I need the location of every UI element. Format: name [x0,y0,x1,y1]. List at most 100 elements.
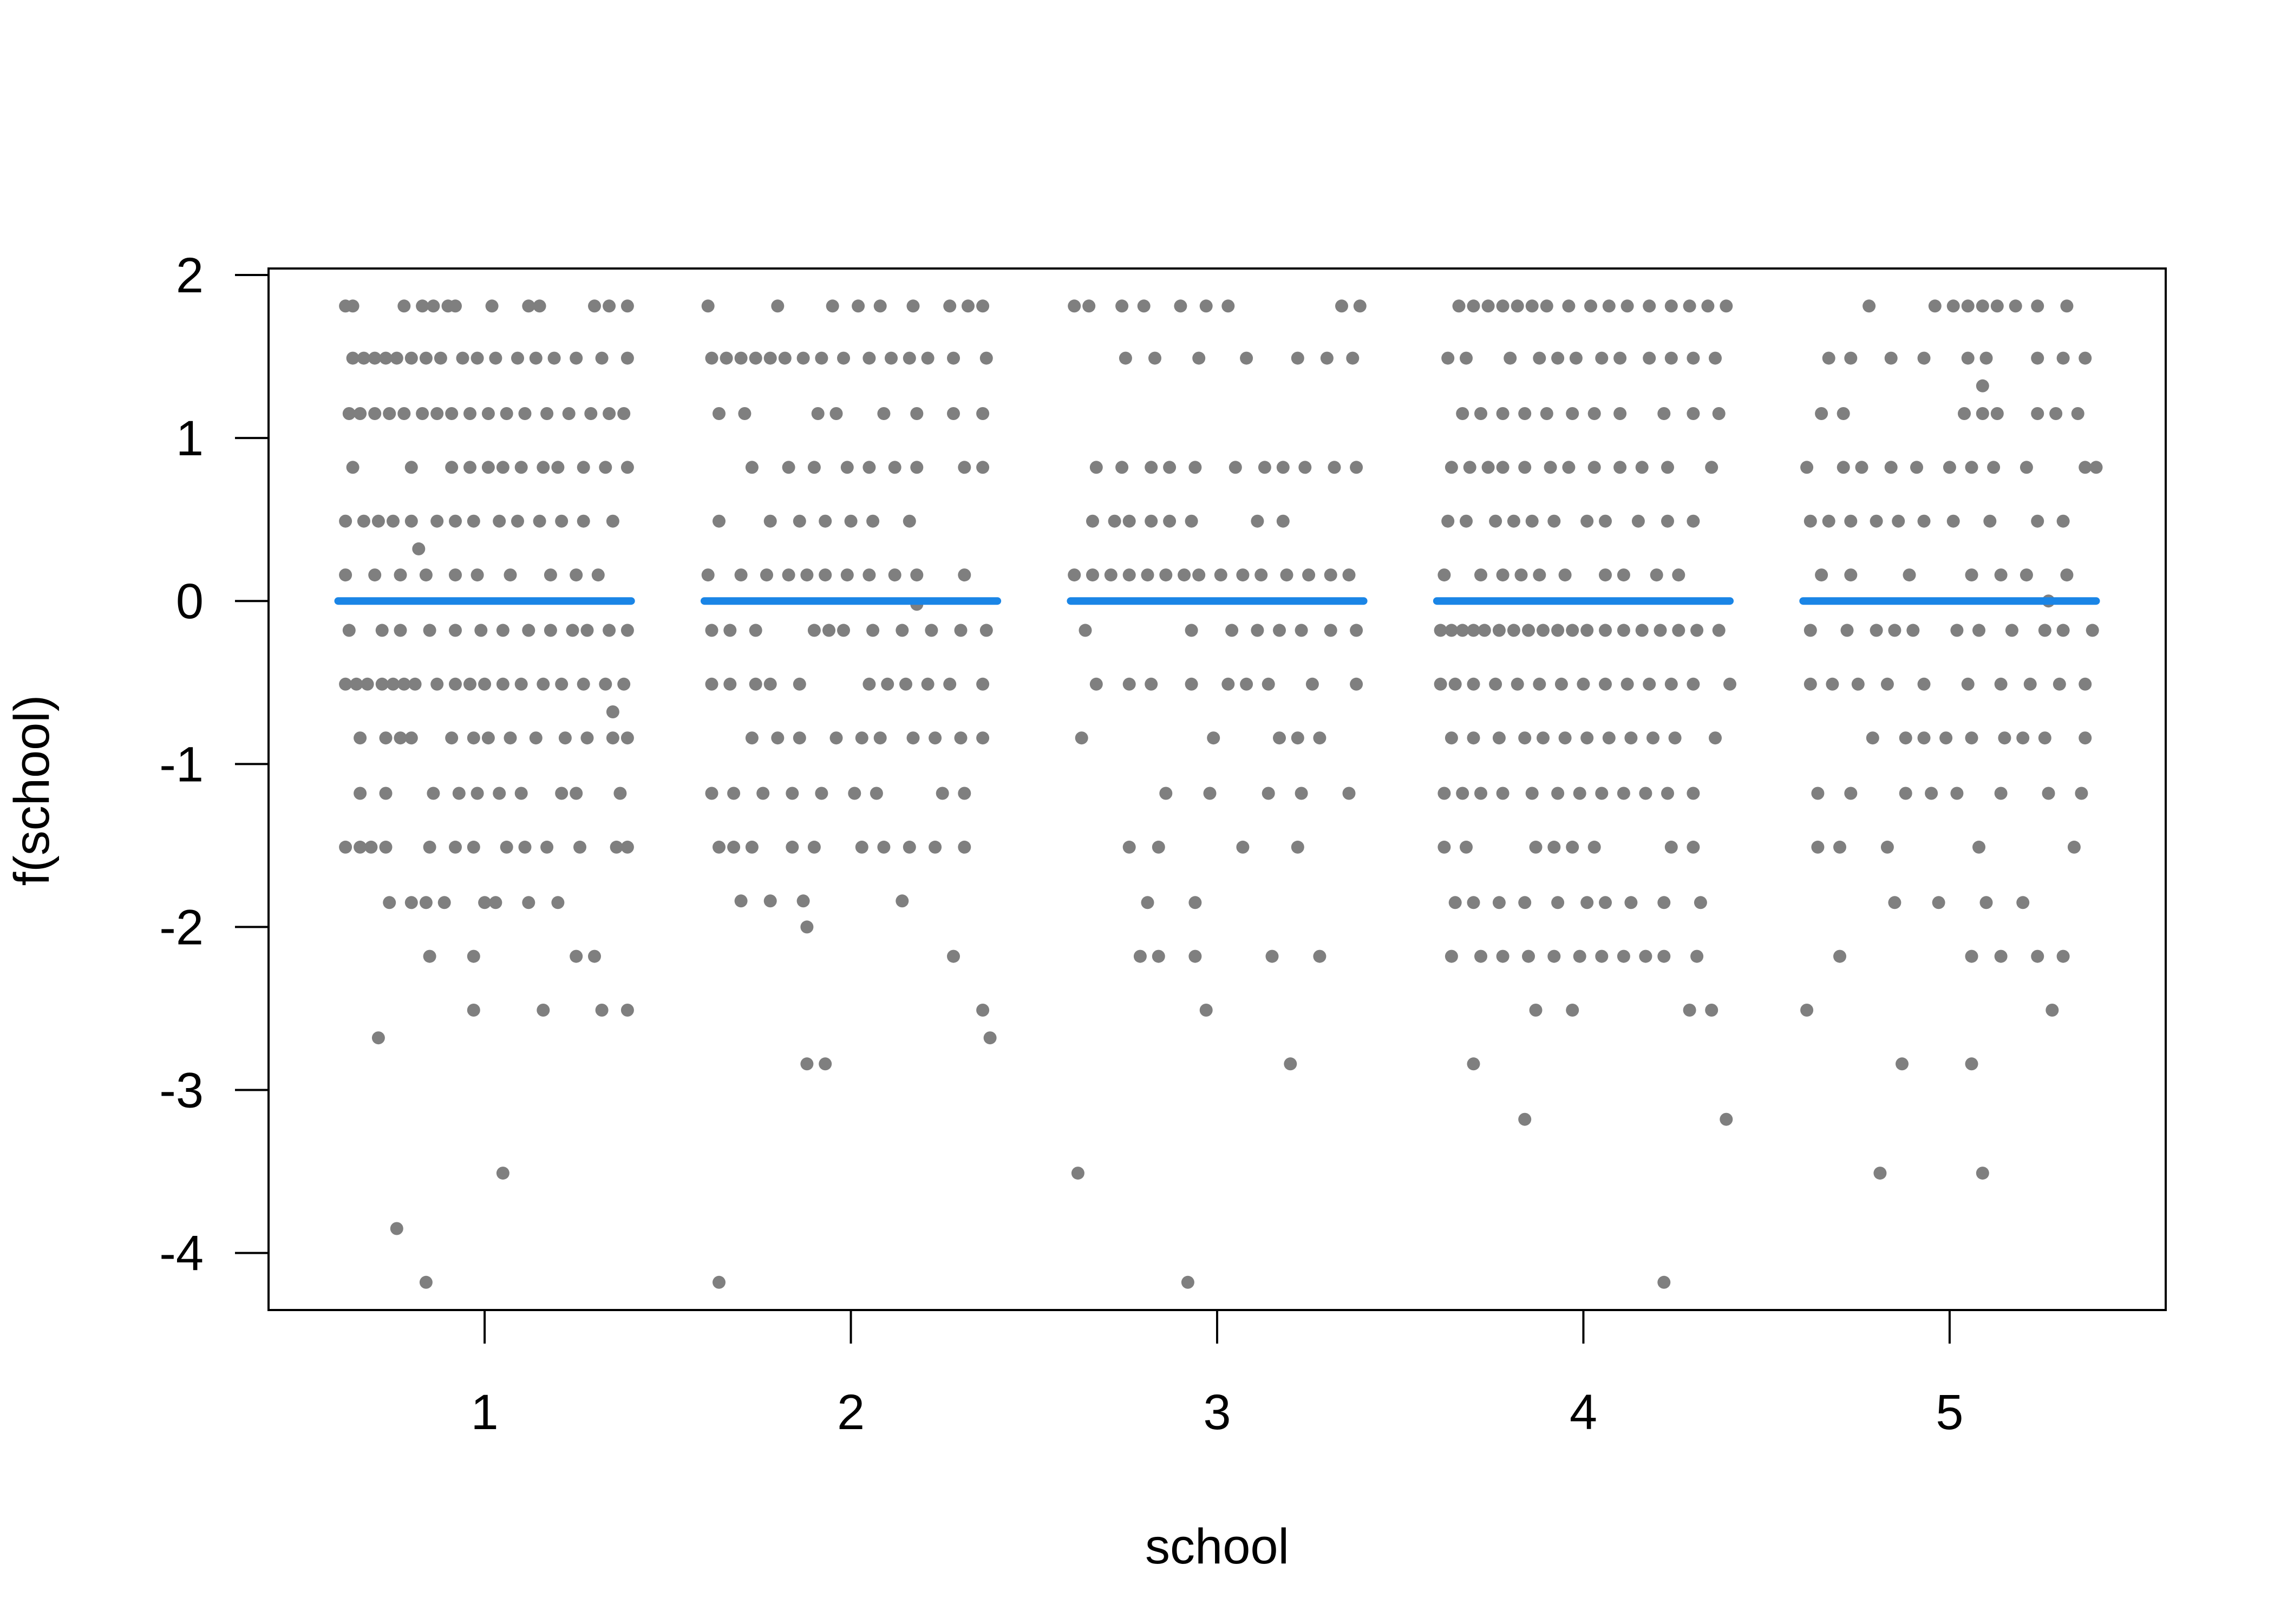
data-point [1939,731,1953,745]
data-point [1998,731,2011,745]
data-point [1115,461,1129,474]
data-point [723,624,737,637]
data-point [1595,949,1609,963]
data-point [1972,624,1985,637]
data-point [1584,299,1597,313]
data-point [1148,351,1161,365]
data-point [1635,624,1649,637]
data-point [408,677,422,691]
data-point [906,299,920,313]
data-point [449,299,462,313]
data-point [368,568,382,582]
data-point [800,1057,814,1071]
data-point [463,407,476,420]
data-point [1687,677,1700,691]
data-point [1353,299,1367,313]
data-point [449,677,462,691]
data-point [947,407,960,420]
data-point [1185,677,1198,691]
data-point [1880,677,1894,691]
data-point [1884,351,1898,365]
data-point [1558,568,1572,582]
data-point [1478,624,1491,637]
data-point [782,568,795,582]
data-point [2075,787,2088,800]
data-point [1580,514,1594,528]
data-point [713,840,726,854]
data-point [1104,568,1118,582]
data-point [1547,514,1561,528]
data-point [570,787,583,800]
data-point [947,351,960,365]
data-point [713,407,726,420]
data-point [430,677,444,691]
data-point [467,840,480,854]
data-point [877,407,891,420]
data-point [1664,299,1678,313]
data-point [522,299,535,313]
data-point [807,840,821,854]
data-point [1240,351,1253,365]
data-point [1522,949,1535,963]
data-point [1683,299,1696,313]
data-point [387,677,400,691]
data-point [862,568,876,582]
data-point [1587,407,1601,420]
data-point [1720,299,1733,313]
data-point [1236,840,1250,854]
data-point [1965,949,1978,963]
data-point [496,1167,509,1180]
data-point [1119,351,1132,365]
data-point [888,461,901,474]
data-point [379,787,393,800]
data-point [379,840,393,854]
data-point [350,677,363,691]
data-point [566,624,579,637]
data-point [2079,677,2092,691]
data-point [1079,624,1092,637]
data-point [819,1057,832,1071]
data-point [1617,787,1630,800]
data-point [416,299,429,313]
data-point [1840,624,1854,637]
data-point [1617,568,1630,582]
data-point [1335,299,1348,313]
data-point [2023,677,2037,691]
data-point [1551,624,1565,637]
data-point [620,731,634,745]
data-point [1533,677,1546,691]
data-point [404,351,418,365]
data-point [1851,677,1865,691]
data-point [2056,949,2070,963]
data-point [547,351,561,365]
data-point [570,568,583,582]
data-point [2079,461,2092,474]
data-point [1141,896,1154,909]
data-point [1291,840,1304,854]
data-point [1961,677,1975,691]
data-point [551,461,565,474]
data-point [529,351,543,365]
data-point [357,514,370,528]
data-point [749,624,762,637]
data-point [1284,1057,1297,1071]
data-point [1709,351,1722,365]
data-point [580,731,594,745]
data-point [705,624,718,637]
data-point [573,840,586,854]
data-point [1800,461,1814,474]
data-point [449,514,462,528]
data-point [1635,461,1649,474]
data-point [496,461,509,474]
data-point [595,1004,609,1017]
data-point [1122,840,1136,854]
data-point [1844,568,1858,582]
data-point [1122,568,1136,582]
data-point [1346,351,1360,365]
data-point [1324,624,1337,637]
data-point [1815,407,1828,420]
data-point [1595,351,1609,365]
data-point [1580,624,1594,637]
